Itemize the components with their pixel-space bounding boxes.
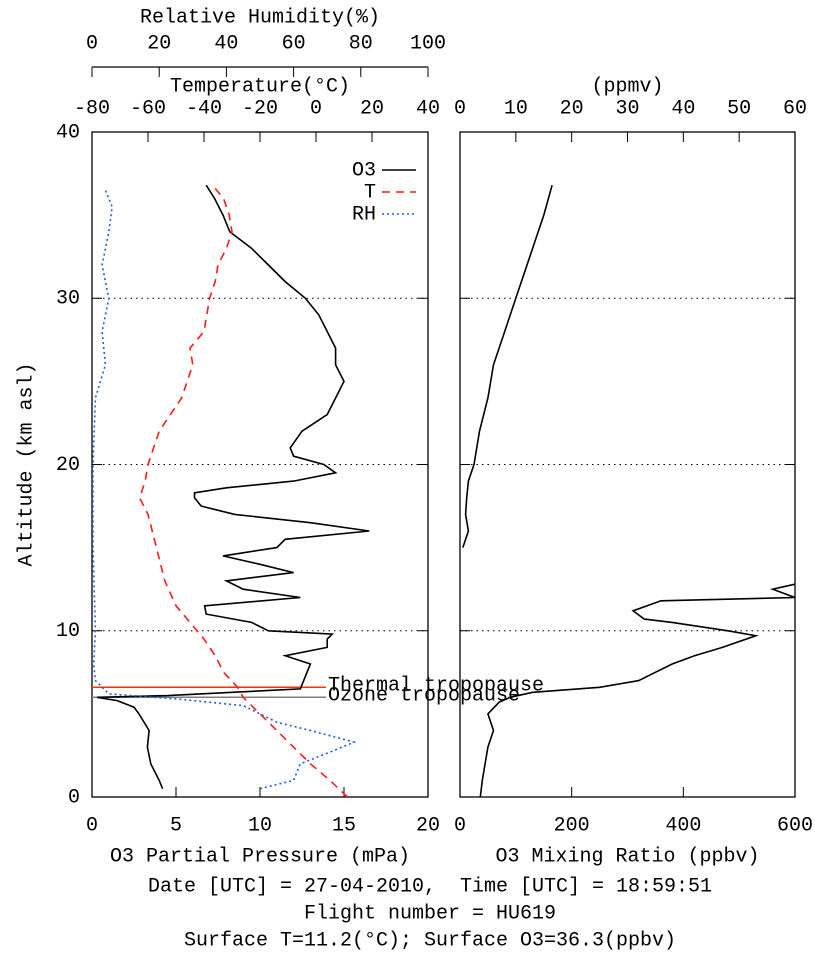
x2-tick-label: 40 [416,97,440,120]
legend-label: O3 [352,159,376,182]
x-tick-label: 10 [248,814,272,837]
legend-label: T [364,181,376,204]
x3-tick-label: 40 [214,32,238,55]
x2-tick-label: 60 [783,97,807,120]
x2-tick-label: 20 [360,97,384,120]
x3-tick-label: 20 [147,32,171,55]
x-axis-label: O3 Mixing Ratio (ppbv) [495,845,759,868]
series-layer [462,184,795,797]
y-tick-label: 30 [56,288,80,311]
footer-line: Surface T=11.2(°C); Surface O3=36.3(ppbv… [184,929,676,952]
x3-tick-label: 0 [86,32,98,55]
plot-frame [459,131,796,798]
annotation-label: Thermal tropopause [328,675,544,698]
profile-line [479,583,795,797]
y-tick-label: 0 [68,786,80,809]
annotation-label: Ozone tropopause [328,685,520,708]
x2-tick-label: 50 [727,97,751,120]
x3-tick-label: 80 [349,32,373,55]
x-tick-label: 400 [665,814,701,837]
profile-line [138,184,348,797]
y-tick-label: 20 [56,454,80,477]
x2-tick-label: 40 [671,97,695,120]
series-layer [92,184,370,797]
x-tick-label: 15 [332,814,356,837]
plot-frame [91,131,429,798]
y-axis-label: Altitude (km asl) [15,362,38,566]
x2-tick-label: -60 [130,97,166,120]
x-tick-label: 200 [554,814,590,837]
x-tick-label: 20 [416,814,440,837]
profile-line [462,184,553,548]
x-axis-label: O3 Partial Pressure (mPa) [110,845,410,868]
x3-axis-label: Relative Humidity(%) [140,6,380,29]
x3-tick-label: 100 [410,32,446,55]
y-tick-label: 40 [56,121,80,144]
y-tick-label: 10 [56,620,80,643]
x-tick-label: 0 [454,814,466,837]
profile-line [92,189,357,790]
x2-tick-label: 10 [504,97,528,120]
x2-tick-label: 20 [560,97,584,120]
footer-line: Date [UTC] = 27-04-2010, Time [UTC] = 18… [148,875,712,898]
x3-tick-label: 60 [282,32,306,55]
footer-line: Flight number = HU619 [304,902,556,925]
x-tick-label: 600 [777,814,813,837]
x2-tick-label: -80 [74,97,110,120]
x2-tick-label: -40 [186,97,222,120]
profile-line [96,184,370,790]
x2-tick-label: -20 [242,97,278,120]
x2-tick-label: 0 [310,97,322,120]
x-tick-label: 0 [86,814,98,837]
x2-axis-label: Temperature(°C) [170,75,350,98]
x2-tick-label: 30 [615,97,639,120]
x2-tick-label: 0 [454,97,466,120]
legend-label: RH [352,203,376,226]
x-tick-label: 5 [170,814,182,837]
x2-axis-label: (ppmv) [591,75,663,98]
